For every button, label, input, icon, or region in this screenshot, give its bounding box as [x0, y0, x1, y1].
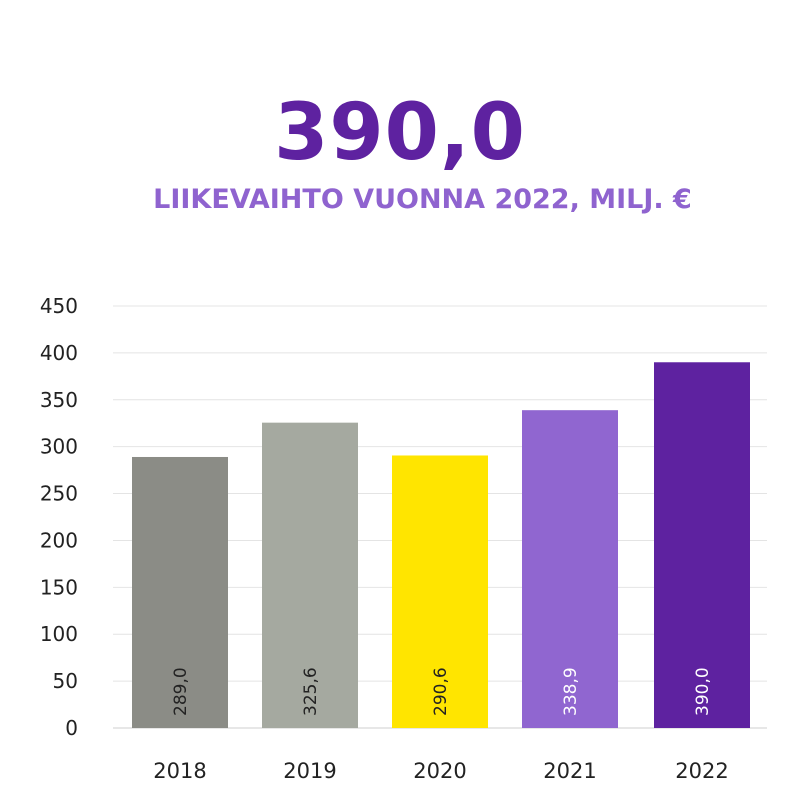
bar	[522, 410, 618, 728]
y-tick-label: 100	[40, 622, 78, 646]
x-tick-label: 2020	[413, 759, 466, 783]
y-tick-label: 50	[53, 669, 78, 693]
data-label: 390,0	[693, 667, 713, 716]
y-tick-label: 150	[40, 575, 78, 599]
bar	[392, 455, 488, 728]
x-tick-label: 2018	[153, 759, 206, 783]
headline-value: 390,0	[274, 88, 526, 178]
x-tick-label: 2021	[543, 759, 596, 783]
x-tick-label: 2022	[675, 759, 728, 783]
y-tick-label: 200	[40, 528, 78, 552]
y-tick-label: 350	[40, 388, 78, 412]
headline-label: LIIKEVAIHTO VUONNA 2022, MILJ. €	[153, 184, 692, 215]
bar	[132, 456, 228, 728]
y-tick-label: 250	[40, 482, 78, 506]
bar	[262, 422, 358, 728]
data-label: 290,6	[431, 667, 451, 716]
bar	[654, 362, 750, 728]
data-label: 325,6	[301, 667, 321, 716]
y-tick-label: 400	[40, 341, 78, 365]
data-label: 289,0	[171, 667, 191, 716]
y-tick-label: 0	[65, 716, 78, 740]
y-tick-label: 300	[40, 435, 78, 459]
data-label: 338,9	[561, 667, 581, 716]
y-tick-label: 450	[40, 294, 78, 318]
x-tick-label: 2019	[283, 759, 336, 783]
